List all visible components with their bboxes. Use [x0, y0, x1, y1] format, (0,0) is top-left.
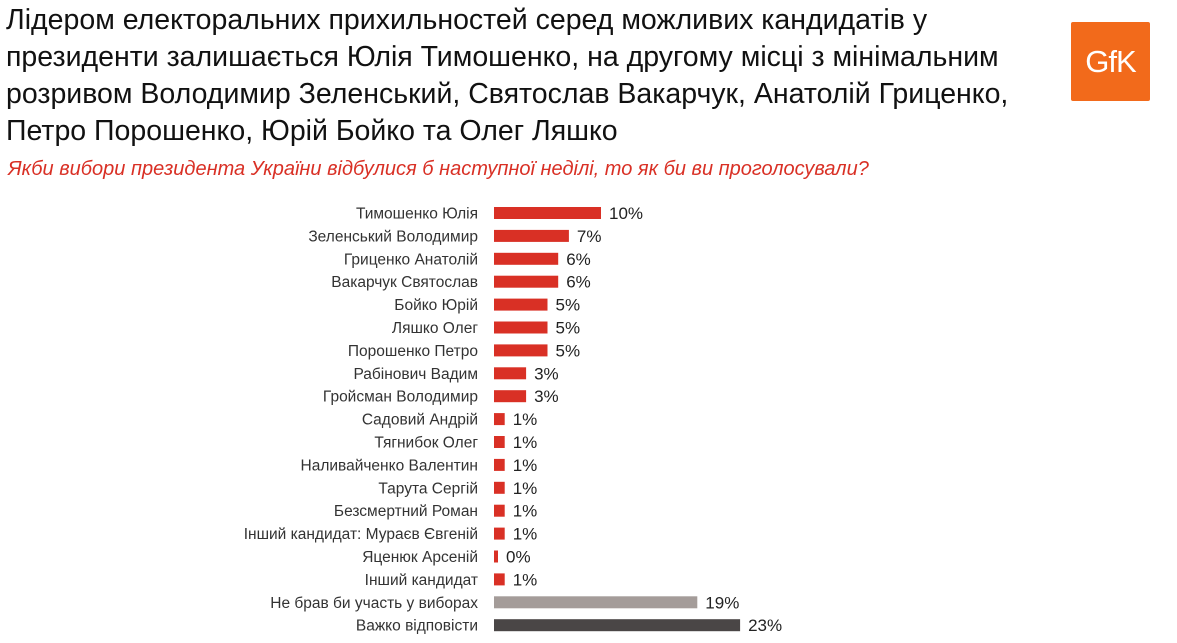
value-label: 10% [609, 204, 643, 223]
bar [494, 550, 498, 563]
category-label: Тягнибок Олег [374, 435, 478, 452]
value-label: 1% [513, 479, 538, 498]
category-label: Ляшко Олег [392, 320, 478, 337]
bar [494, 436, 505, 448]
bar [494, 596, 698, 609]
category-label: Яценюк Арсеній [362, 549, 478, 566]
value-label: 0% [506, 548, 531, 567]
value-label: 1% [513, 456, 538, 475]
category-label: Рабінович Вадим [353, 366, 478, 383]
bar [494, 527, 505, 540]
category-label: Бойко Юрій [394, 297, 478, 314]
bar [494, 619, 741, 632]
bar [494, 367, 527, 380]
category-label: Порошенко Петро [348, 343, 478, 360]
value-label: 5% [556, 296, 581, 315]
value-label: 1% [513, 525, 538, 544]
value-label: 1% [513, 502, 538, 521]
bar [494, 504, 505, 517]
value-label: 7% [577, 227, 602, 246]
bar [494, 275, 559, 288]
value-label: 3% [534, 387, 559, 406]
value-label: 5% [556, 341, 581, 360]
bar [494, 229, 569, 242]
headline: Лідером електоральних прихильностей сере… [6, 4, 1009, 147]
category-label: Не брав би участь у виборах [270, 595, 478, 612]
value-label: 6% [566, 273, 591, 292]
category-label: Наливайченко Валентин [301, 457, 479, 474]
value-label: 1% [513, 433, 538, 452]
category-label: Зеленський Володимир [308, 228, 478, 245]
bar [494, 573, 505, 586]
gfk-logo-text: GfK [1085, 43, 1136, 79]
chart-title: Якби вибори президента України відбулися… [8, 158, 869, 180]
category-label: Тарута Сергій [378, 480, 478, 497]
bar [494, 207, 601, 219]
bar [494, 344, 548, 357]
value-label: 5% [556, 319, 581, 338]
category-label: Гриценко Анатолій [344, 251, 478, 268]
bar [494, 390, 527, 403]
bar [494, 458, 505, 471]
category-label: Тимошенко Юлія [356, 206, 478, 223]
bar [494, 298, 548, 311]
category-label: Інший кандидат [365, 572, 478, 589]
value-label: 3% [534, 364, 559, 383]
value-label: 23% [748, 616, 782, 635]
value-label: 1% [513, 570, 538, 589]
category-label: Вакарчук Святослав [331, 274, 478, 291]
value-label: 1% [513, 410, 538, 429]
category-label: Важко відповісти [356, 618, 478, 635]
bar [494, 413, 505, 426]
bar [494, 252, 559, 265]
category-label: Безсмертний Роман [334, 503, 478, 520]
category-label: Садовий Андрій [362, 412, 478, 429]
bar [494, 321, 548, 334]
gfk-logo: GfK [1071, 22, 1150, 101]
bar [494, 481, 505, 494]
category-label: Гройсман Володимир [323, 389, 478, 406]
value-label: 6% [566, 250, 591, 269]
value-label: 19% [705, 593, 739, 612]
category-label: Інший кандидат: Мураєв Євгеній [244, 526, 478, 543]
